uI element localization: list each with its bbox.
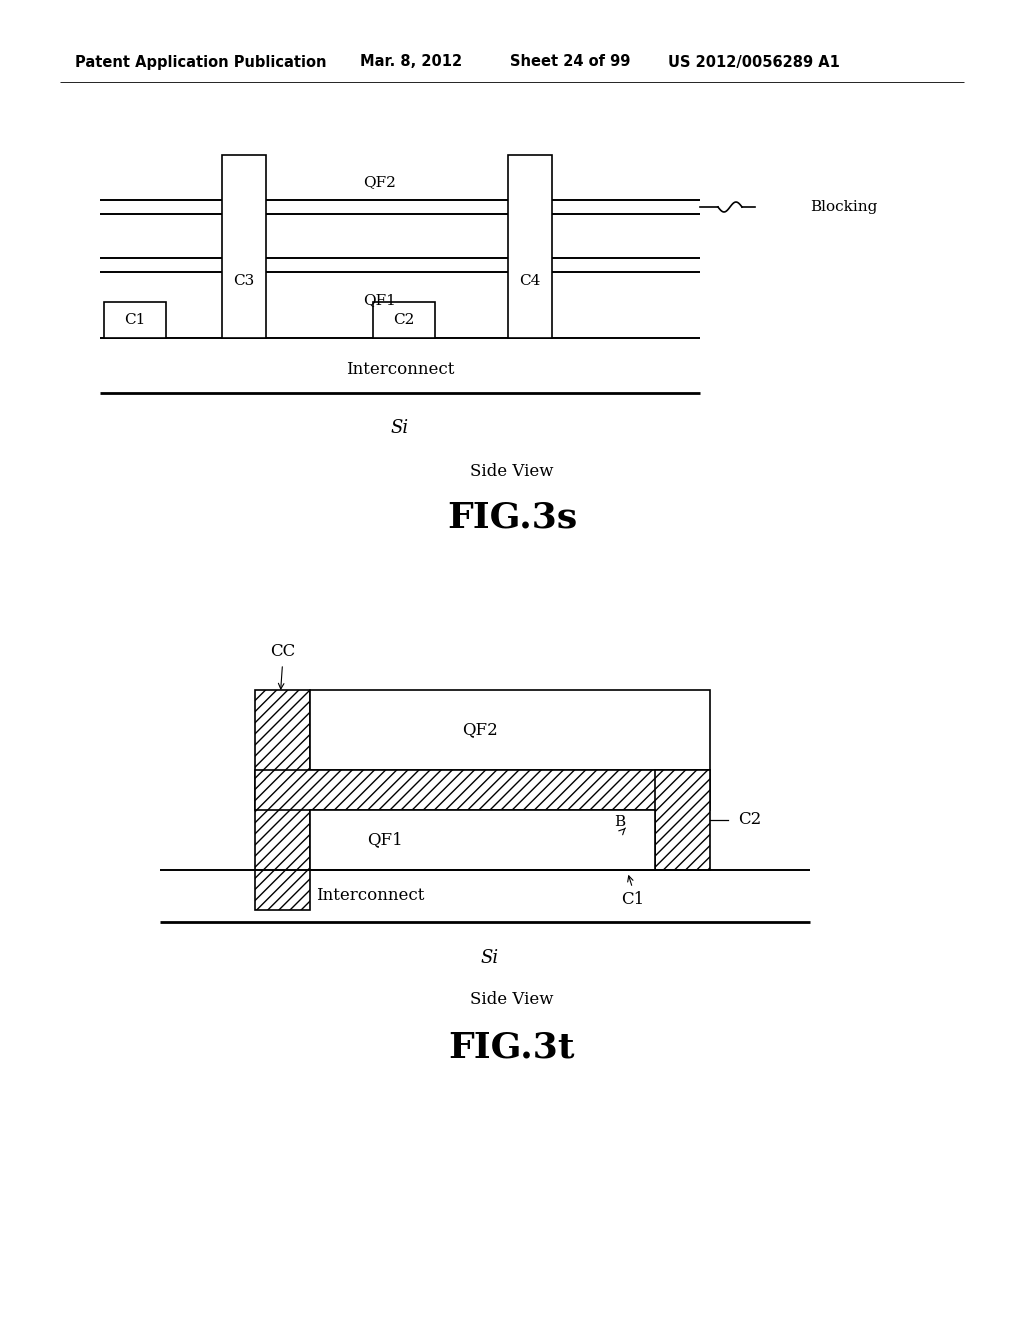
Text: FIG.3s: FIG.3s [446,502,578,535]
Text: Sheet 24 of 99: Sheet 24 of 99 [510,54,631,70]
Bar [310,690,710,770]
Text: Side View: Side View [470,463,554,480]
Text: Patent Application Publication: Patent Application Publication [75,54,327,70]
Text: Mar. 8, 2012: Mar. 8, 2012 [360,54,462,70]
Text: Interconnect: Interconnect [315,887,424,903]
Bar [255,690,310,909]
Text: C2: C2 [393,313,415,327]
Bar [222,154,266,338]
Text: C1: C1 [124,313,145,327]
Text: QF2: QF2 [364,176,396,189]
Text: QF1: QF1 [364,293,396,308]
Text: QF1: QF1 [368,832,402,849]
Text: C4: C4 [519,275,541,288]
Text: US 2012/0056289 A1: US 2012/0056289 A1 [668,54,840,70]
Bar [255,770,710,810]
Text: Si: Si [481,949,499,968]
Text: QF2: QF2 [462,722,498,738]
Text: Interconnect: Interconnect [346,362,455,379]
Bar [508,154,552,338]
Text: C2: C2 [738,812,762,829]
Text: Blocking: Blocking [810,201,878,214]
Text: C1: C1 [621,891,644,908]
Bar [655,770,710,870]
Text: B: B [614,814,625,829]
Text: C3: C3 [233,275,255,288]
Text: FIG.3t: FIG.3t [449,1031,575,1065]
Text: Side View: Side View [470,991,554,1008]
Bar [104,302,166,338]
Bar [600,825,655,870]
Bar [310,810,655,870]
Text: CC: CC [270,644,295,660]
Text: Si: Si [391,418,409,437]
Bar [373,302,435,338]
